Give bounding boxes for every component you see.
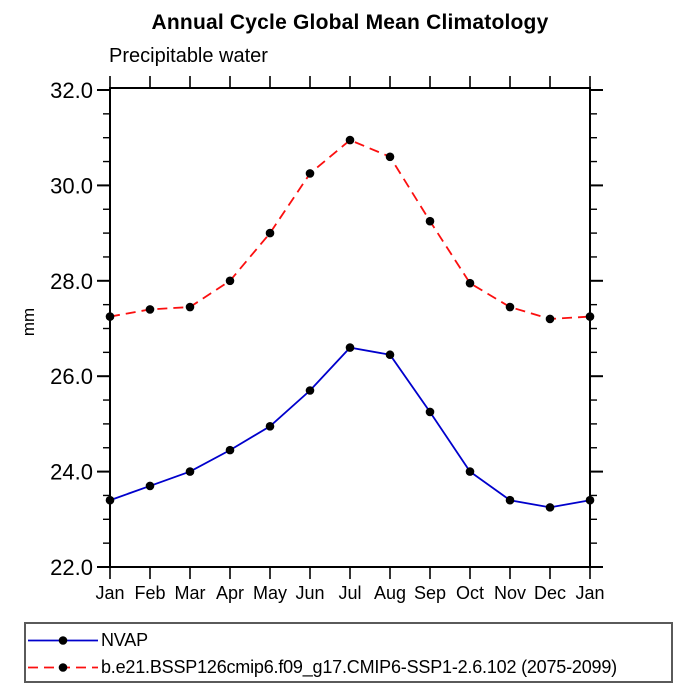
x-tick-label: Mar	[175, 583, 206, 603]
legend-item-model: b.e21.BSSP126cmip6.f09_g17.CMIP6-SSP1-2.…	[26, 654, 671, 681]
x-tick-label: Jan	[575, 583, 604, 603]
data-point-marker	[545, 503, 555, 512]
data-point-marker	[305, 386, 315, 395]
data-point-marker	[545, 314, 555, 324]
chart-title: Annual Cycle Global Mean Climatology	[151, 11, 549, 34]
data-point-marker	[305, 169, 315, 178]
data-point-marker	[145, 305, 155, 314]
data-point-marker	[505, 302, 515, 312]
data-point-marker	[225, 276, 235, 286]
data-point-marker	[105, 495, 115, 505]
legend-label-nvap: NVAP	[101, 630, 148, 650]
legend-sample-marker	[58, 663, 68, 672]
data-point-marker	[385, 152, 395, 162]
y-tick-label: 22.0	[50, 555, 93, 580]
data-point-marker	[345, 343, 355, 352]
data-point-marker	[585, 312, 595, 321]
series-line-0	[109, 346, 591, 509]
y-tick-label: 30.0	[50, 173, 93, 198]
legend-box: NVAP b.e21.BSSP126cmip6.f09_g17.CMIP6-SS…	[24, 622, 673, 683]
x-tick-label: Jul	[338, 583, 361, 603]
y-tick-label: 28.0	[50, 269, 93, 294]
x-tick-label: Nov	[494, 583, 526, 603]
x-tick-label: Oct	[456, 583, 484, 603]
y-tick-label: 24.0	[50, 460, 93, 485]
legend-line-sample-model	[28, 663, 98, 672]
data-point-marker	[145, 481, 155, 491]
y-tick-label: 32.0	[50, 78, 93, 103]
legend-line-sample-nvap	[28, 636, 98, 645]
data-point-marker	[185, 302, 195, 312]
data-point-marker	[345, 135, 355, 145]
x-tick-label: Apr	[216, 583, 244, 603]
data-point-marker	[465, 278, 475, 288]
x-tick-label: Jan	[95, 583, 124, 603]
x-tick-label: Feb	[134, 583, 165, 603]
chart-subtitle: Precipitable water	[109, 45, 268, 67]
x-tick-label: Jun	[295, 583, 324, 603]
x-tick-label: May	[253, 583, 287, 603]
x-tick-label: Dec	[534, 583, 566, 603]
series-line-1	[109, 139, 591, 320]
data-point-marker	[265, 228, 275, 238]
data-point-marker	[585, 495, 595, 505]
data-point-marker	[425, 407, 435, 417]
data-point-marker	[465, 467, 475, 476]
legend-sample-marker	[58, 636, 68, 645]
data-point-marker	[265, 421, 275, 431]
data-point-marker	[185, 467, 195, 476]
legend-label-model: b.e21.BSSP126cmip6.f09_g17.CMIP6-SSP1-2.…	[101, 657, 617, 677]
y-tick-label: 26.0	[50, 364, 93, 389]
data-point-marker	[425, 216, 435, 226]
data-point-marker	[225, 445, 235, 455]
data-point-marker	[385, 350, 395, 360]
x-tick-label: Sep	[414, 583, 446, 603]
x-tick-label: Aug	[374, 583, 406, 603]
data-point-marker	[505, 495, 515, 505]
plot-frame	[109, 87, 591, 568]
legend-item-nvap: NVAP	[26, 627, 671, 654]
data-point-marker	[105, 312, 115, 321]
